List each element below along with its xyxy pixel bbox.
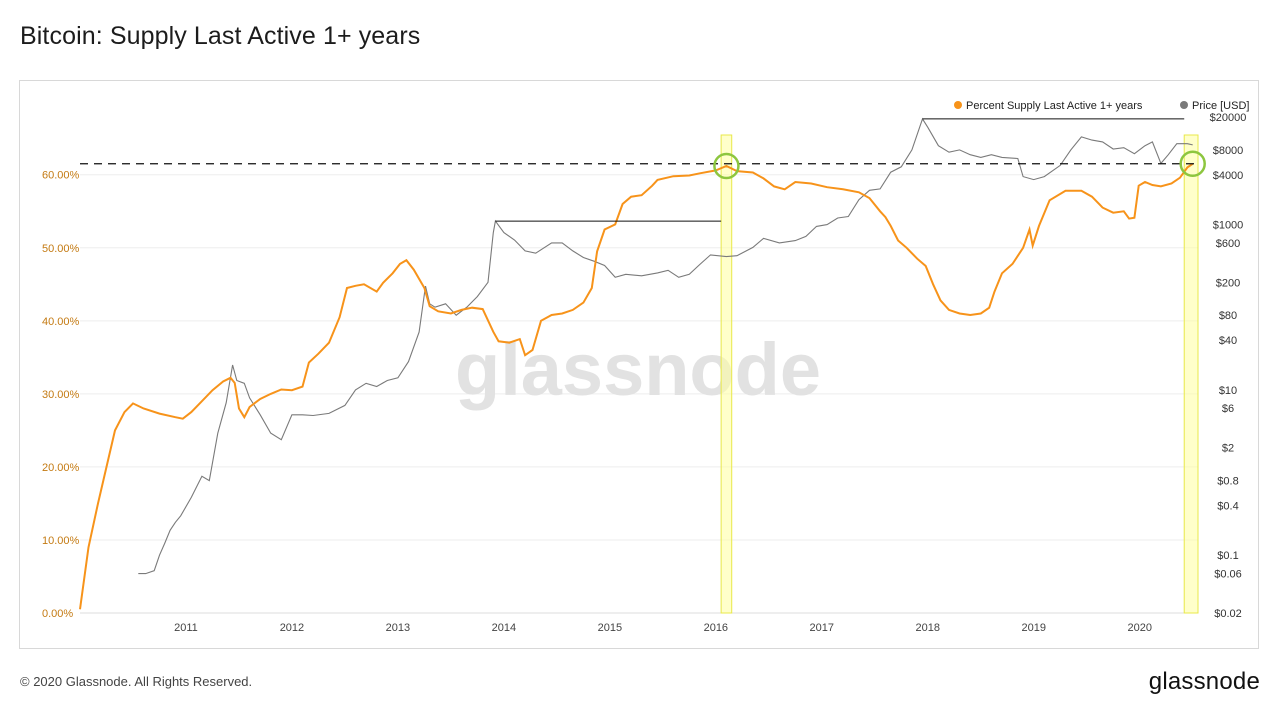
annotations	[80, 118, 1206, 222]
left-axis-tick-label: 50.00%	[42, 243, 80, 255]
right-axis-tick-label: $40	[1219, 335, 1237, 347]
right-axis-tick-label: $0.06	[1214, 569, 1242, 581]
x-axis-tick-label: 2016	[704, 622, 728, 634]
highlight-bands	[720, 134, 1199, 614]
right-axis-tick-label: $2	[1222, 443, 1234, 455]
left-axis-tick-label: 20.00%	[42, 462, 80, 474]
highlight-circle	[1179, 150, 1206, 178]
legend: Percent Supply Last Active 1+ years Price…	[954, 100, 1249, 112]
x-axis-tick-label: 2018	[916, 622, 940, 634]
price-series-line	[138, 117, 1193, 575]
grid-lines	[80, 174, 1198, 614]
chart-svg: glassnode 0.00% 10.00% 20.00% 30.00% 40.00% 5…	[42, 100, 1249, 634]
series-lines	[79, 117, 1194, 610]
copyright-text: © 2020 Glassnode. All Rights Reserved.	[20, 674, 253, 689]
left-axis-tick-label: 40.00%	[42, 316, 80, 328]
right-axis-tick-label: $0.8	[1217, 476, 1238, 488]
legend-marker	[1180, 101, 1188, 109]
right-axis-tick-label: $80	[1219, 310, 1237, 322]
watermark: glassnode	[455, 328, 821, 411]
x-axis-tick-label: 2020	[1127, 622, 1151, 634]
right-axis-tick-label: $0.1	[1217, 550, 1238, 562]
supply-series-line	[79, 162, 1194, 610]
legend-label: Percent Supply Last Active 1+ years	[966, 100, 1143, 112]
axes: 0.00% 10.00% 20.00% 30.00% 40.00% 50.00% 60.00…	[42, 112, 1246, 634]
right-axis-tick-label: $20000	[1210, 112, 1247, 124]
right-axis-tick-label: $0.4	[1217, 500, 1238, 512]
legend-marker	[954, 101, 962, 109]
right-axis-tick-label: $8000	[1213, 145, 1244, 157]
highlight-circle	[713, 152, 740, 180]
x-axis-tick-label: 2014	[492, 622, 516, 634]
right-axis-tick-label: $200	[1216, 277, 1240, 289]
right-axis-tick-label: $6	[1222, 403, 1234, 415]
x-axis-tick-label: 2019	[1022, 622, 1046, 634]
left-axis-tick-label: 0.00%	[42, 608, 73, 620]
x-axis-tick-label: 2012	[280, 622, 304, 634]
x-axis-tick-label: 2015	[598, 622, 622, 634]
x-axis-tick-label: 2017	[810, 622, 834, 634]
brand-logo: glassnode	[1148, 668, 1260, 695]
right-axis-tick-label: $1000	[1213, 220, 1244, 232]
chart-frame: glassnode 0.00% 10.00% 20.00% 30.00% 40.00% 5…	[19, 80, 1259, 649]
left-axis-tick-label: 10.00%	[42, 535, 80, 547]
left-axis-tick-label: 30.00%	[42, 389, 80, 401]
right-axis-tick-label: $10	[1219, 385, 1237, 397]
legend-label: Price [USD]	[1192, 100, 1249, 112]
highlight-band	[1183, 134, 1199, 614]
right-axis-tick-label: $0.02	[1214, 608, 1242, 620]
right-axis-tick-label: $600	[1216, 238, 1240, 250]
x-axis-tick-label: 2011	[174, 622, 198, 634]
x-axis-tick-label: 2013	[386, 622, 410, 634]
highlight-band	[720, 134, 733, 614]
right-axis-tick-label: $4000	[1213, 170, 1244, 182]
page-title: Bitcoin: Supply Last Active 1+ years	[20, 22, 421, 50]
left-axis-tick-label: 60.00%	[42, 170, 80, 182]
